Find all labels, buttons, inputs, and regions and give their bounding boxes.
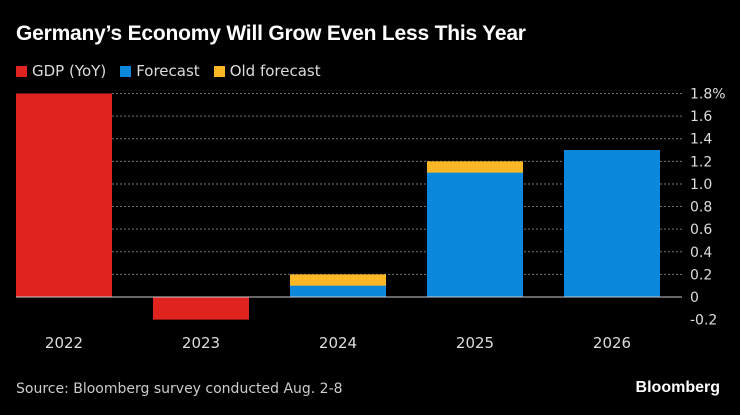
legend-label: GDP (YoY) (32, 62, 107, 80)
bar-forecast (290, 285, 386, 297)
legend-item-gdp: GDP (YoY) (16, 62, 106, 80)
legend-item-forecast: Forecast (120, 62, 200, 80)
legend-swatch (213, 65, 225, 77)
y-tick-label: 0 (690, 290, 699, 306)
chart-title: Germany’s Economy Will Grow Even Less Th… (16, 22, 526, 45)
x-tick-label: 2026 (593, 334, 631, 352)
y-tick-label: 1.8% (690, 87, 726, 103)
legend: GDP (YoY) Forecast Old forecast (16, 62, 321, 80)
legend-label: Forecast (136, 62, 200, 80)
bar-gdp (153, 297, 249, 320)
bar-gdp (16, 93, 112, 297)
source-note: Source: Bloomberg survey conducted Aug. … (16, 381, 343, 397)
bar-forecast (564, 150, 660, 297)
y-tick-label: -0.2 (690, 313, 717, 329)
legend-item-old-forecast: Old forecast (213, 62, 321, 80)
y-tick-label: 1.4 (690, 132, 712, 148)
legend-swatch (16, 65, 27, 77)
x-tick-label: 2023 (182, 334, 220, 352)
y-tick-label: 0.2 (690, 267, 712, 283)
legend-swatch (120, 65, 132, 77)
legend-label: Old forecast (229, 62, 321, 80)
y-tick-label: 0.8 (690, 200, 712, 216)
x-tick-label: 2024 (319, 334, 357, 352)
bar-forecast (427, 172, 523, 297)
x-tick-label: 2025 (456, 334, 494, 352)
y-tick-label: 0.6 (690, 222, 712, 238)
x-tick-label: 2022 (45, 334, 83, 352)
y-tick-label: 1.0 (690, 177, 712, 193)
y-tick-label: 1.2 (690, 154, 712, 170)
y-tick-label: 0.4 (690, 245, 712, 261)
y-tick-label: 1.6 (690, 109, 712, 125)
bloomberg-logo: Bloomberg (635, 379, 720, 396)
